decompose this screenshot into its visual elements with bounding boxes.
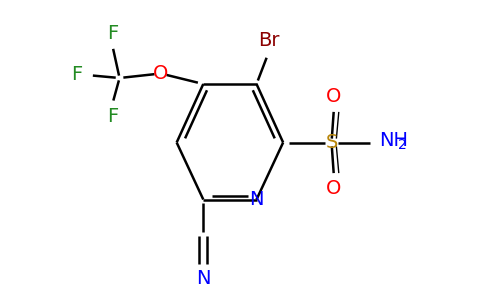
Text: O: O	[326, 87, 342, 106]
Text: 2: 2	[398, 138, 407, 152]
Text: NH: NH	[379, 130, 408, 150]
Text: Br: Br	[258, 31, 279, 50]
Text: O: O	[326, 179, 342, 198]
Text: S: S	[325, 133, 338, 152]
Text: N: N	[196, 269, 211, 288]
Text: F: F	[72, 65, 83, 85]
Text: O: O	[153, 64, 168, 83]
Text: F: F	[106, 107, 118, 126]
Text: N: N	[249, 190, 264, 209]
Text: F: F	[106, 24, 118, 43]
